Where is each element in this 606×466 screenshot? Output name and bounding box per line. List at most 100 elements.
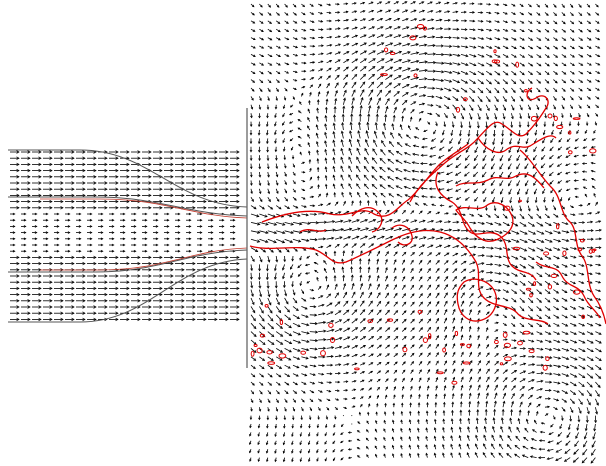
velocity-vector <box>569 87 575 92</box>
velocity-vector <box>250 96 254 101</box>
velocity-vector <box>292 96 295 100</box>
velocity-vector <box>10 206 20 210</box>
velocity-vector <box>435 1 442 5</box>
velocity-vector <box>418 1 425 5</box>
velocity-vector <box>175 162 185 167</box>
velocity-vector <box>164 311 174 315</box>
velocity-vector <box>21 175 31 179</box>
velocity-vector <box>402 51 411 55</box>
velocity-vector <box>98 237 104 241</box>
velocity-vector <box>561 62 567 67</box>
velocity-vector <box>275 87 279 92</box>
velocity-vector <box>578 3 582 8</box>
velocity-vector <box>334 97 338 105</box>
velocity-vector <box>418 77 428 81</box>
velocity-vector <box>186 299 196 303</box>
velocity-vector <box>435 78 445 83</box>
velocity-vector <box>120 243 126 247</box>
velocity-vector <box>376 17 384 22</box>
velocity-vector <box>318 11 323 15</box>
velocity-vector <box>54 193 64 198</box>
velocity-vector <box>87 249 93 253</box>
velocity-vector <box>393 34 402 38</box>
velocity-vector <box>32 249 38 253</box>
velocity-vector <box>561 87 566 92</box>
velocity-vector <box>43 274 53 278</box>
velocity-vector <box>519 45 526 50</box>
velocity-vector <box>276 62 281 66</box>
velocity-vector <box>120 225 126 228</box>
velocity-vector <box>334 35 341 39</box>
velocity-vector <box>486 62 493 67</box>
velocity-vector <box>164 305 174 309</box>
velocity-vector <box>569 79 575 84</box>
velocity-vector <box>299 101 302 106</box>
velocity-vector <box>385 58 394 64</box>
velocity-vector <box>219 311 229 315</box>
velocity-vector <box>326 35 333 39</box>
velocity-vector <box>21 206 31 210</box>
velocity-vector <box>153 305 163 309</box>
velocity-vector <box>131 231 137 234</box>
velocity-vector <box>32 156 42 160</box>
velocity-vector <box>197 225 203 228</box>
velocity-vector <box>197 237 203 241</box>
velocity-vector <box>452 1 458 5</box>
velocity-vector <box>402 17 409 22</box>
velocity-vector <box>427 26 435 30</box>
velocity-vector <box>435 87 444 91</box>
velocity-vector <box>10 187 20 191</box>
velocity-vector <box>76 175 86 179</box>
velocity-vector <box>259 54 265 57</box>
velocity-vector <box>334 67 341 72</box>
velocity-vector <box>393 83 401 89</box>
velocity-vector <box>427 95 435 99</box>
velocity-vector <box>527 54 534 58</box>
velocity-vector <box>109 237 115 241</box>
velocity-vector <box>164 268 174 272</box>
velocity-vector <box>21 225 27 228</box>
velocity-vector <box>569 37 575 41</box>
velocity-vector <box>65 212 71 216</box>
velocity-vector <box>444 36 452 40</box>
velocity-vector <box>98 156 108 160</box>
velocity-vector <box>343 74 349 80</box>
velocity-vector <box>259 96 262 102</box>
velocity-vector <box>284 12 289 16</box>
velocity-vector <box>511 37 517 41</box>
velocity-vector <box>376 97 381 105</box>
velocity-vector <box>219 255 229 260</box>
velocity-vector <box>376 9 383 13</box>
velocity-vector <box>494 62 501 67</box>
velocity-vector <box>444 53 453 57</box>
velocity-vector <box>10 305 20 309</box>
velocity-vector <box>65 162 75 167</box>
velocity-vector <box>65 199 75 204</box>
velocity-vector <box>120 317 130 322</box>
velocity-vector <box>186 150 196 154</box>
velocity-vector <box>469 87 476 93</box>
velocity-vector <box>318 68 324 72</box>
velocity-vector <box>230 168 240 173</box>
velocity-vector <box>393 1 400 5</box>
velocity-vector <box>87 212 93 216</box>
velocity-vector <box>87 231 93 234</box>
velocity-vector <box>175 212 181 216</box>
velocity-vector <box>65 175 75 179</box>
velocity-vector <box>595 20 600 24</box>
velocity-vector <box>230 193 240 198</box>
velocity-vector <box>410 34 419 38</box>
velocity-vector <box>410 18 418 22</box>
velocity-vector <box>43 187 53 191</box>
velocity-vector <box>477 62 485 67</box>
velocity-vector <box>120 181 130 185</box>
velocity-vector <box>54 181 64 185</box>
velocity-vector <box>326 43 333 47</box>
velocity-vector <box>87 286 97 291</box>
velocity-vector <box>553 20 558 25</box>
velocity-vector <box>164 255 174 260</box>
velocity-vector <box>120 218 126 222</box>
velocity-vector <box>109 311 119 315</box>
velocity-vector <box>250 12 255 16</box>
velocity-vector <box>553 87 558 93</box>
